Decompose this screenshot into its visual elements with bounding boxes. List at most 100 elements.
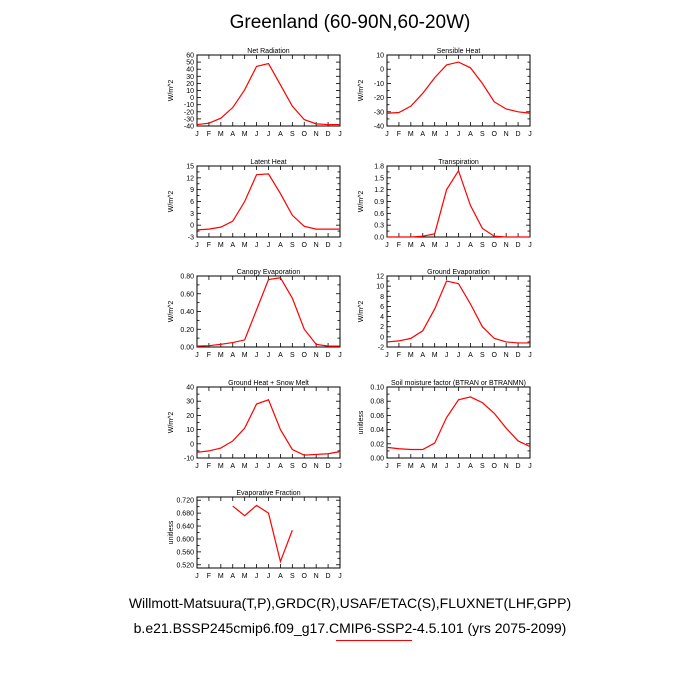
x-tick-label: D xyxy=(516,352,521,359)
chart-title: Ground Heat + Snow Melt xyxy=(228,380,309,387)
x-tick-label: J xyxy=(267,573,271,580)
page-title: Greenland (60-90N,60-20W) xyxy=(229,12,471,33)
series-line xyxy=(196,62,340,126)
y-tick-label: 0.9 xyxy=(374,199,384,206)
x-tick-label: J xyxy=(255,352,259,359)
series-line xyxy=(232,504,293,564)
series-line xyxy=(386,61,531,114)
y-tick-label: 20 xyxy=(186,413,194,420)
x-tick-label: A xyxy=(230,131,235,138)
x-tick-label: J xyxy=(445,242,449,249)
y-tick-label: 1.8 xyxy=(374,164,384,171)
x-tick-label: J xyxy=(255,463,259,470)
y-tick-label: 10 xyxy=(376,53,384,60)
x-tick-label: F xyxy=(207,242,211,249)
chart-title: Net Radiation xyxy=(247,48,290,55)
x-tick-label: J xyxy=(385,131,389,138)
series-line xyxy=(386,396,531,451)
y-tick-label: 0 xyxy=(190,223,194,230)
x-tick-label: M xyxy=(408,242,414,249)
x-tick-label: J xyxy=(255,573,259,580)
y-tick-label: 0.60 xyxy=(180,291,194,298)
x-tick-label: M xyxy=(218,573,224,580)
x-tick-label: N xyxy=(314,131,319,138)
y-tick-label: 0.08 xyxy=(370,399,384,406)
y-tick-label: 10 xyxy=(186,427,194,434)
series-line xyxy=(196,277,340,347)
x-tick-label: D xyxy=(516,242,521,249)
x-tick-label: J xyxy=(457,131,461,138)
y-axis-label: W/m^2 xyxy=(168,80,175,102)
y-tick-label: -30 xyxy=(374,109,384,116)
x-tick-label: S xyxy=(480,131,485,138)
x-tick-label: O xyxy=(302,352,308,359)
x-tick-label: J xyxy=(445,131,449,138)
x-tick-label: A xyxy=(230,463,235,470)
chart-title: Latent Heat xyxy=(250,159,286,166)
x-tick-label: J xyxy=(255,242,259,249)
x-tick-label: N xyxy=(314,573,319,580)
y-tick-label: -10 xyxy=(184,102,194,109)
x-tick-label: J xyxy=(338,131,342,138)
x-tick-label: J xyxy=(338,242,342,249)
y-tick-label: 6 xyxy=(190,199,194,206)
x-tick-label: D xyxy=(326,573,331,580)
y-tick-label: 0 xyxy=(380,67,384,74)
x-tick-label: J xyxy=(338,352,342,359)
x-tick-label: A xyxy=(420,463,425,470)
chart-title: Evaporative Fraction xyxy=(236,490,300,497)
x-tick-label: J xyxy=(457,352,461,359)
x-tick-label: D xyxy=(326,131,331,138)
x-tick-label: J xyxy=(457,242,461,249)
y-tick-label: 0.04 xyxy=(370,427,384,434)
x-tick-label: J xyxy=(528,352,532,359)
x-tick-label: O xyxy=(302,131,308,138)
x-tick-label: D xyxy=(516,131,521,138)
y-tick-label: 0.00 xyxy=(180,345,194,352)
x-tick-label: J xyxy=(338,573,342,580)
x-tick-label: M xyxy=(242,242,248,249)
x-tick-label: A xyxy=(230,242,235,249)
y-tick-label: 3 xyxy=(190,211,194,218)
x-tick-label: M xyxy=(432,463,438,470)
x-tick-label: J xyxy=(195,242,199,249)
x-tick-label: S xyxy=(480,463,485,470)
x-tick-label: J xyxy=(267,352,271,359)
y-tick-label: 0.560 xyxy=(176,549,194,556)
x-tick-label: A xyxy=(468,242,473,249)
series-line xyxy=(196,173,340,231)
x-tick-label: M xyxy=(408,352,414,359)
x-tick-label: N xyxy=(314,463,319,470)
x-tick-label: F xyxy=(207,131,211,138)
x-tick-label: M xyxy=(242,573,248,580)
x-tick-label: O xyxy=(302,242,308,249)
x-tick-label: N xyxy=(504,352,509,359)
x-tick-label: O xyxy=(492,242,498,249)
x-tick-label: S xyxy=(480,242,485,249)
x-tick-label: M xyxy=(408,131,414,138)
y-tick-label: 0.600 xyxy=(176,536,194,543)
x-tick-label: J xyxy=(267,242,271,249)
x-tick-label: M xyxy=(432,242,438,249)
x-tick-label: O xyxy=(492,463,498,470)
y-tick-label: 15 xyxy=(186,164,194,171)
x-tick-label: N xyxy=(314,242,319,249)
x-tick-label: N xyxy=(504,463,509,470)
x-tick-label: F xyxy=(207,352,211,359)
y-tick-label: 40 xyxy=(186,385,194,392)
x-tick-label: M xyxy=(242,463,248,470)
y-tick-label: 0.20 xyxy=(180,327,194,334)
x-tick-label: A xyxy=(230,352,235,359)
x-tick-label: N xyxy=(314,352,319,359)
x-tick-label: N xyxy=(504,242,509,249)
y-tick-label: -2 xyxy=(378,345,384,352)
x-tick-label: A xyxy=(278,242,283,249)
y-tick-label: 0.00 xyxy=(370,456,384,463)
y-tick-label: 8 xyxy=(380,294,384,301)
x-tick-label: F xyxy=(397,352,401,359)
x-tick-label: S xyxy=(290,573,295,580)
